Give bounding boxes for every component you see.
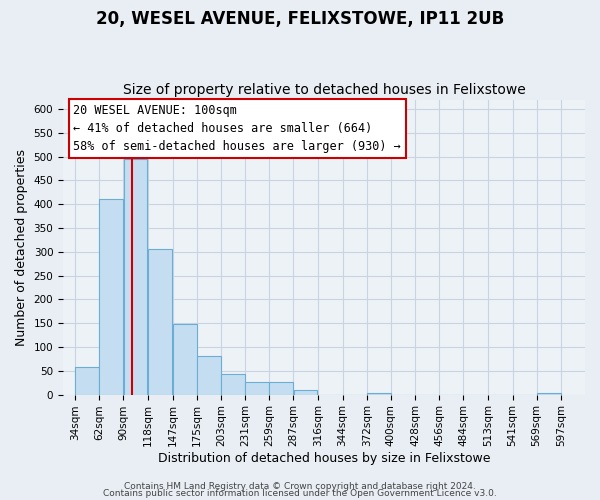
Y-axis label: Number of detached properties: Number of detached properties: [15, 148, 28, 346]
Title: Size of property relative to detached houses in Felixstowe: Size of property relative to detached ho…: [122, 83, 526, 97]
Bar: [269, 382, 293, 394]
Bar: [221, 374, 245, 394]
Text: 20, WESEL AVENUE, FELIXSTOWE, IP11 2UB: 20, WESEL AVENUE, FELIXSTOWE, IP11 2UB: [96, 10, 504, 28]
Bar: [124, 158, 148, 394]
Bar: [173, 324, 197, 394]
Bar: [100, 200, 123, 394]
Bar: [367, 393, 391, 394]
Bar: [197, 356, 221, 395]
Bar: [148, 248, 172, 394]
Text: 20 WESEL AVENUE: 100sqm
← 41% of detached houses are smaller (664)
58% of semi-d: 20 WESEL AVENUE: 100sqm ← 41% of detache…: [73, 104, 401, 153]
Bar: [245, 382, 269, 394]
Text: Contains public sector information licensed under the Open Government Licence v3: Contains public sector information licen…: [103, 489, 497, 498]
Bar: [293, 390, 317, 394]
X-axis label: Distribution of detached houses by size in Felixstowe: Distribution of detached houses by size …: [158, 452, 490, 465]
Bar: [537, 393, 560, 394]
Text: Contains HM Land Registry data © Crown copyright and database right 2024.: Contains HM Land Registry data © Crown c…: [124, 482, 476, 491]
Bar: [76, 368, 99, 394]
